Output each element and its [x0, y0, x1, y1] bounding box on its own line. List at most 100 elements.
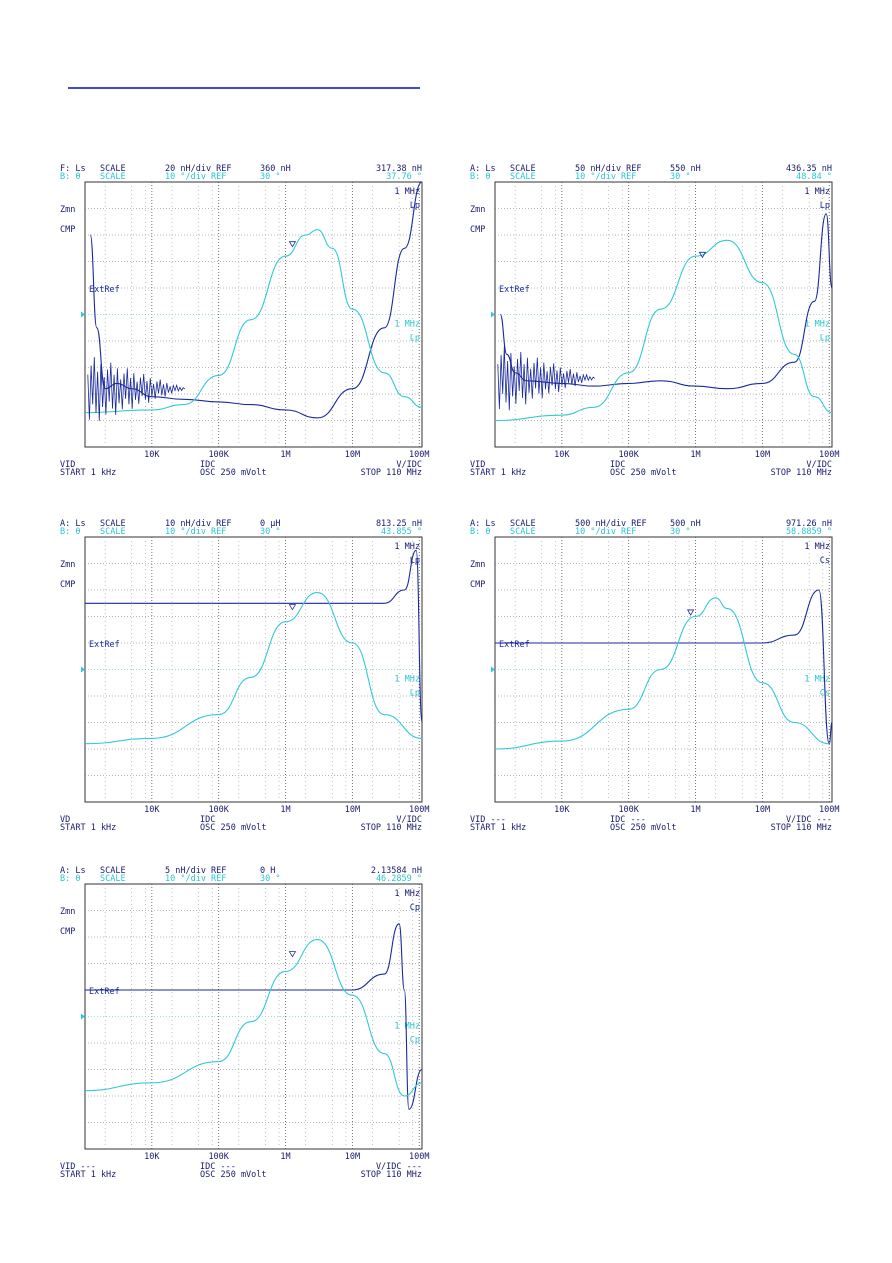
- footer-a-field: V/IDC: [806, 460, 832, 470]
- header-a-field: A: Ls: [470, 164, 496, 174]
- reference-marker: [81, 666, 85, 673]
- plot-svg: A: Ls SCALE 10 nH/div REF 0 μH 813.25 nH B: θ…: [60, 519, 429, 833]
- footer-a-field: VID ---: [470, 815, 506, 825]
- header-b-field: 48.84 °: [796, 172, 832, 182]
- left-label-zmn: Zmn: [60, 560, 75, 570]
- header-a-field: 50 nH/div REF: [575, 164, 642, 174]
- x-tick-label: 10K: [144, 450, 160, 460]
- header-a-field: 971.26 nH: [786, 519, 832, 529]
- right-label-param-a: Lp: [820, 201, 830, 211]
- header-b-field: B: θ: [60, 172, 80, 182]
- footer-a-field: IDC ---: [610, 815, 646, 825]
- x-tick-label: 100M: [409, 1152, 429, 1162]
- impedance-plot-3: A: Ls SCALE 10 nH/div REF 0 μH 813.25 nH B: θ…: [60, 515, 429, 833]
- footer-a-field: IDC: [610, 460, 625, 470]
- x-tick-label: 1M: [280, 450, 290, 460]
- x-tick-label: 100K: [618, 450, 639, 460]
- right-label-freq-a: 1 MHz: [394, 542, 420, 552]
- header-a-field: SCALE: [100, 519, 126, 529]
- footer-b-field: OSC 250 mVolt: [610, 468, 677, 478]
- marker-triangle: [686, 609, 695, 616]
- left-label-zmn: Zmn: [60, 907, 75, 917]
- x-tick-label: 10M: [345, 1152, 360, 1162]
- impedance-plot-2: A: Ls SCALE 50 nH/div REF 550 nH 436.35 nH B:…: [470, 160, 839, 478]
- footer-b-field: START 1 kHz: [60, 1170, 116, 1180]
- footer-b-field: START 1 kHz: [470, 823, 526, 833]
- right-label-freq-b: 1 MHz: [394, 1022, 420, 1032]
- x-tick-label: 100M: [409, 805, 429, 815]
- footer-b-field: START 1 kHz: [470, 468, 526, 478]
- footer-a-field: V/IDC ---: [786, 815, 832, 825]
- x-tick-label: 100M: [409, 450, 429, 460]
- header-a-field: 0 μH: [260, 519, 280, 529]
- header-a-field: 0 H: [260, 866, 275, 876]
- left-label-extref: ExtRef: [499, 285, 530, 295]
- footer-b-field: STOP 110 MHz: [771, 468, 832, 478]
- header-a-field: 10 nH/div REF: [165, 519, 232, 529]
- right-label-param-a: Cs: [820, 556, 830, 566]
- series-ls-line: [84, 549, 423, 724]
- header-b-field: 30 °: [670, 527, 690, 537]
- left-label-cmp: CMP: [60, 225, 75, 235]
- right-label-param-b: Lp: [820, 334, 830, 344]
- series-theta-line: [84, 939, 423, 1097]
- header-a-field: 317.38 nH: [376, 164, 422, 174]
- header-a-field: 360 nH: [260, 164, 291, 174]
- header-b-field: 30 °: [670, 172, 690, 182]
- x-tick-label: 100M: [819, 805, 839, 815]
- series-ls-line: [494, 589, 833, 745]
- footer-b-field: OSC 250 mVolt: [200, 1170, 267, 1180]
- x-tick-label: 10M: [755, 805, 770, 815]
- marker-triangle: [698, 251, 707, 259]
- header-b-field: B: θ: [470, 172, 490, 182]
- x-tick-label: 10K: [554, 450, 570, 460]
- right-label-freq-b: 1 MHz: [394, 320, 420, 330]
- x-tick-label: 1M: [280, 805, 290, 815]
- header-a-field: SCALE: [510, 164, 536, 174]
- footer-b-field: START 1 kHz: [60, 468, 116, 478]
- header-a-field: A: Ls: [470, 519, 496, 529]
- header-a-field: F: Ls: [60, 164, 86, 174]
- impedance-plot-4: A: Ls SCALE 500 nH/div REF 500 nH 971.26 nH B…: [470, 515, 839, 833]
- footer-a-field: IDC ---: [200, 1162, 236, 1172]
- plot-svg: A: Ls SCALE 5 nH/div REF 0 H 2.13584 nH B: θ S…: [60, 866, 429, 1180]
- x-tick-label: 1M: [690, 450, 700, 460]
- reference-marker: [491, 666, 495, 673]
- marker-triangle: [288, 241, 297, 248]
- footer-a-field: VID ---: [60, 1162, 96, 1172]
- right-label-freq-a: 1 MHz: [804, 187, 830, 197]
- x-tick-label: 10K: [144, 1152, 160, 1162]
- left-label-zmn: Zmn: [470, 205, 485, 215]
- header-b-field: 10 °/div REF: [575, 527, 636, 537]
- series-theta-line: [494, 597, 830, 750]
- plot-svg: F: Ls SCALE 20 nH/div REF 360 nH 317.38 nH B:…: [60, 164, 429, 478]
- x-tick-label: 1M: [690, 805, 700, 815]
- header-b-field: SCALE: [510, 527, 536, 537]
- reference-marker: [491, 311, 495, 318]
- noise-trace: [87, 356, 186, 421]
- left-label-extref: ExtRef: [499, 640, 530, 650]
- marker-triangle: [288, 951, 297, 958]
- footer-a-field: VD: [60, 815, 70, 825]
- header-b-field: 46.2859 °: [376, 874, 422, 884]
- x-tick-label: 10K: [554, 805, 570, 815]
- left-label-extref: ExtRef: [89, 987, 120, 997]
- header-b-field: 37.76 °: [386, 172, 422, 182]
- x-tick-label: 100M: [819, 450, 839, 460]
- plot-svg: A: Ls SCALE 50 nH/div REF 550 nH 436.35 nH B:…: [470, 164, 839, 478]
- right-label-freq-a: 1 MHz: [394, 187, 420, 197]
- header-b-field: 30 °: [260, 172, 280, 182]
- right-label-param-a: Cp: [410, 903, 420, 913]
- right-label-freq-b: 1 MHz: [394, 675, 420, 685]
- left-label-extref: ExtRef: [89, 640, 120, 650]
- footer-a-field: V/IDC: [396, 815, 422, 825]
- x-tick-label: 100K: [208, 1152, 229, 1162]
- footer-b-field: START 1 kHz: [60, 823, 116, 833]
- header-a-field: 436.35 nH: [786, 164, 832, 174]
- header-b-field: B: θ: [60, 527, 80, 537]
- header-b-field: 10 °/div REF: [165, 527, 226, 537]
- header-a-field: SCALE: [510, 519, 536, 529]
- header-a-field: SCALE: [100, 866, 126, 876]
- header-b-field: SCALE: [100, 172, 126, 182]
- header-a-field: 2.13584 nH: [371, 866, 422, 876]
